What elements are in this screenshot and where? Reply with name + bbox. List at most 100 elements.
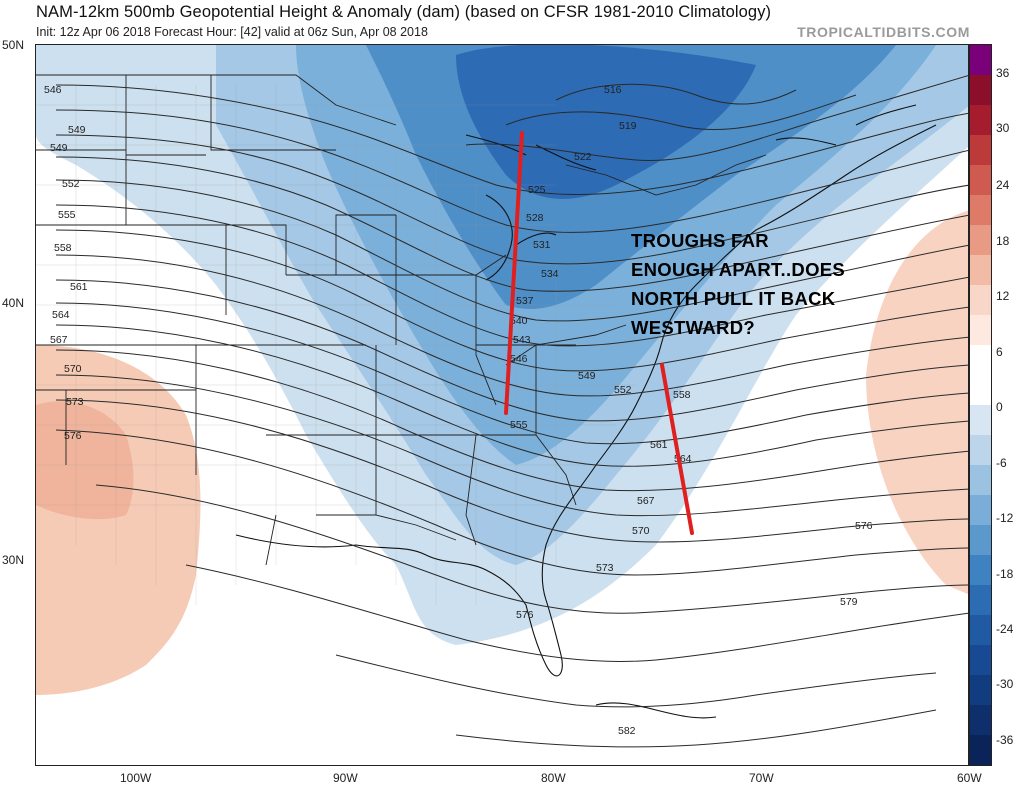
colorbar-tick: 0 xyxy=(996,400,1003,414)
contour-label: 576 xyxy=(64,430,82,442)
colorbar-segment xyxy=(970,105,991,136)
colorbar-segment xyxy=(970,285,991,316)
colorbar-segment xyxy=(970,75,991,106)
contour-label: 546 xyxy=(510,353,528,365)
contour-label: 525 xyxy=(528,184,546,196)
colorbar-segment xyxy=(970,735,991,765)
contour-label: 549 xyxy=(68,124,86,136)
colorbar-segment xyxy=(970,675,991,706)
colorbar-tick: -12 xyxy=(996,511,1014,525)
anomaly-negative-max xyxy=(456,45,756,199)
map-canvas: 516 519 522 525 528 531 534 537 540 543 … xyxy=(36,45,968,748)
lat-label-40n: 40N xyxy=(2,296,25,310)
contour-label: 564 xyxy=(52,309,70,321)
colorbar-segment xyxy=(970,705,991,736)
lat-label-50n: 50N xyxy=(2,38,25,52)
colorbar-tick: 18 xyxy=(996,234,1010,248)
colorbar-segment xyxy=(970,405,991,436)
colorbar-tick: 36 xyxy=(996,66,1010,80)
contour-label: 579 xyxy=(840,596,858,608)
lon-label-100w: 100W xyxy=(120,771,152,785)
annotation-line: TROUGHS FAR xyxy=(631,230,769,251)
colorbar-tick: -30 xyxy=(996,677,1014,691)
colorbar-segment xyxy=(970,495,991,526)
colorbar-segment xyxy=(970,525,991,556)
colorbar-tick: 24 xyxy=(996,178,1010,192)
anomaly-positive-sw xyxy=(36,345,201,695)
height-contours xyxy=(55,75,968,748)
contour-label: 561 xyxy=(70,281,88,293)
anomaly-positive-atlantic xyxy=(866,210,968,595)
lon-label-70w: 70W xyxy=(749,771,774,785)
contour-label: 558 xyxy=(673,389,691,401)
map-panel: 516 519 522 525 528 531 534 537 540 543 … xyxy=(35,44,969,766)
contour-label: 546 xyxy=(44,84,62,96)
annotation-line: NORTH PULL IT BACK xyxy=(631,288,836,309)
lat-label-30n: 30N xyxy=(2,553,25,567)
contour-label: 540 xyxy=(510,315,528,327)
map-subtitle: Init: 12z Apr 06 2018 Forecast Hour: [42… xyxy=(36,25,428,39)
colorbar-segment xyxy=(970,135,991,166)
colorbar-segment xyxy=(970,585,991,616)
contour-label: 576 xyxy=(516,609,534,621)
annotation-line: WESTWARD? xyxy=(631,317,755,338)
anomaly-shading xyxy=(36,45,968,695)
contour-label: 519 xyxy=(619,120,637,132)
trough-line-west xyxy=(504,131,524,415)
contour-label-group: 516 519 522 525 528 531 534 537 540 543 … xyxy=(44,84,873,737)
contour-label: 573 xyxy=(596,562,614,574)
contour-label: 552 xyxy=(614,384,632,396)
contour-label: 573 xyxy=(66,396,84,408)
colorbar-segment xyxy=(970,645,991,676)
contour-label: 543 xyxy=(513,334,531,346)
coastlines xyxy=(235,104,937,719)
county-grid xyxy=(36,85,636,605)
annotation-line: ENOUGH APART..DOES xyxy=(631,259,846,280)
contour-label: 528 xyxy=(526,212,544,224)
contour-label: 552 xyxy=(62,178,80,190)
colorbar-segment xyxy=(970,315,991,346)
anomaly-colorbar xyxy=(969,44,992,766)
colorbar-segment xyxy=(970,195,991,226)
forecast-annotation: TROUGHS FAR ENOUGH APART..DOES NORTH PUL… xyxy=(631,226,931,342)
contour-label: 582 xyxy=(618,725,636,737)
colorbar-tick: 12 xyxy=(996,289,1010,303)
colorbar-segment xyxy=(970,225,991,256)
contour-label: 558 xyxy=(54,242,72,254)
colorbar-tick: 30 xyxy=(996,121,1010,135)
colorbar-segment xyxy=(970,255,991,286)
trough-axis-lines xyxy=(504,131,694,535)
colorbar-segment xyxy=(970,615,991,646)
colorbar-segment xyxy=(970,465,991,496)
contour-label: 522 xyxy=(574,151,592,163)
map-title: NAM-12km 500mb Geopotential Height & Ano… xyxy=(36,3,772,21)
contour-label: 555 xyxy=(510,419,528,431)
contour-label: 561 xyxy=(650,439,668,451)
contour-label: 555 xyxy=(58,209,76,221)
colorbar-segment xyxy=(970,435,991,466)
lon-label-90w: 90W xyxy=(333,771,358,785)
contour-label: 549 xyxy=(578,370,596,382)
colorbar-tick: -24 xyxy=(996,622,1014,636)
lon-label-60w: 60W xyxy=(957,771,982,785)
colorbar-segment xyxy=(970,375,991,406)
contour-label: 534 xyxy=(541,268,559,280)
contour-label: 567 xyxy=(637,495,655,507)
colorbar-tick: -18 xyxy=(996,567,1014,581)
contour-label: 531 xyxy=(533,239,551,251)
colorbar-segment xyxy=(970,165,991,196)
colorbar-segment xyxy=(970,555,991,586)
contour-label: 576 xyxy=(855,520,873,532)
contour-label: 549 xyxy=(50,142,68,154)
colorbar-tick: 6 xyxy=(996,345,1003,359)
colorbar-segment xyxy=(970,345,991,376)
contour-label: 567 xyxy=(50,334,68,346)
contour-label: 516 xyxy=(604,84,622,96)
credit-watermark: TROPICALTIDBITS.COM xyxy=(797,24,970,40)
lon-label-80w: 80W xyxy=(541,771,566,785)
contour-label: 570 xyxy=(64,363,82,375)
trough-line-east xyxy=(660,363,694,535)
colorbar-tick: -6 xyxy=(996,456,1007,470)
anomaly-positive-sw-inner xyxy=(36,401,134,520)
colorbar-tick: -36 xyxy=(996,733,1014,747)
